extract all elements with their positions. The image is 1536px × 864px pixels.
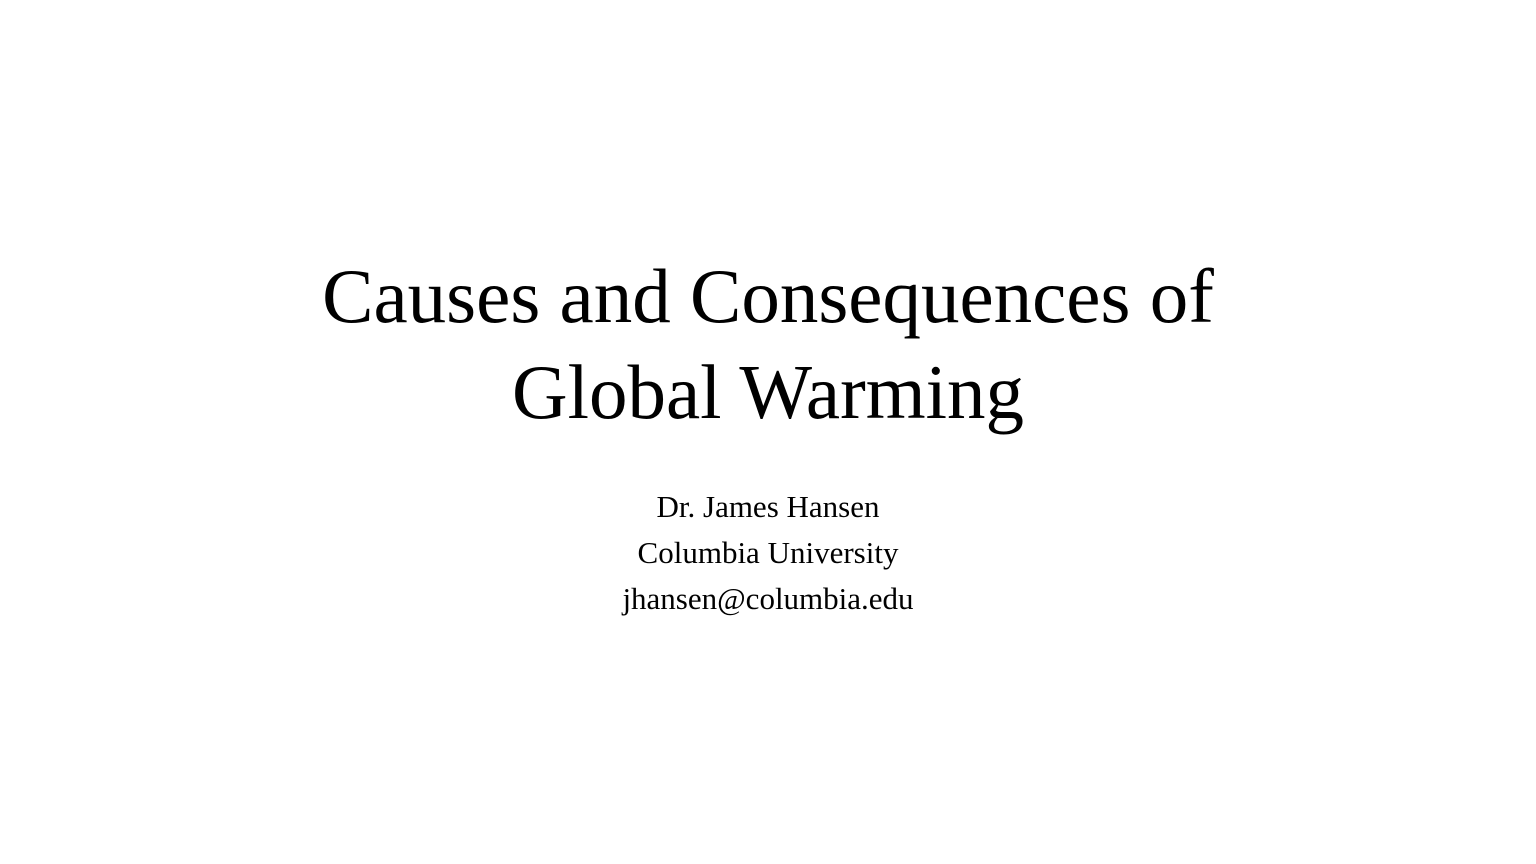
slide-title-line-2: Global Warming (511, 349, 1025, 435)
author-name: Dr. James Hansen (656, 489, 880, 524)
author-email: jhansen@columbia.edu (622, 581, 914, 616)
slide-subtitle: Dr. James Hansen Columbia University jha… (0, 484, 1536, 622)
slide-title: Causes and Consequences of Global Warmin… (0, 248, 1536, 440)
author-affiliation: Columbia University (637, 535, 899, 570)
slide-title-line-1: Causes and Consequences of (322, 253, 1214, 339)
